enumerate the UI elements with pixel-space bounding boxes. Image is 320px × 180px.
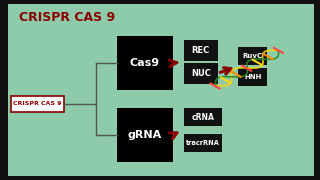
Text: CRISPR CAS 9: CRISPR CAS 9 xyxy=(13,102,62,106)
Bar xyxy=(238,68,267,86)
Text: NUC: NUC xyxy=(191,69,211,78)
Bar xyxy=(117,108,173,162)
Text: HNH: HNH xyxy=(244,74,261,80)
Text: Cas9: Cas9 xyxy=(130,58,160,68)
Bar xyxy=(238,47,267,65)
Text: CRISPR CAS 9: CRISPR CAS 9 xyxy=(19,11,115,24)
Bar xyxy=(184,134,222,152)
Text: RuvC: RuvC xyxy=(243,53,263,59)
Text: REC: REC xyxy=(192,46,210,55)
Text: cRNA: cRNA xyxy=(192,112,215,122)
Bar xyxy=(184,63,218,84)
Text: gRNA: gRNA xyxy=(128,130,162,140)
Text: tracrRNA: tracrRNA xyxy=(186,140,220,146)
Bar xyxy=(184,108,222,126)
Bar xyxy=(117,36,173,90)
Bar xyxy=(11,96,64,112)
Bar xyxy=(184,40,218,61)
